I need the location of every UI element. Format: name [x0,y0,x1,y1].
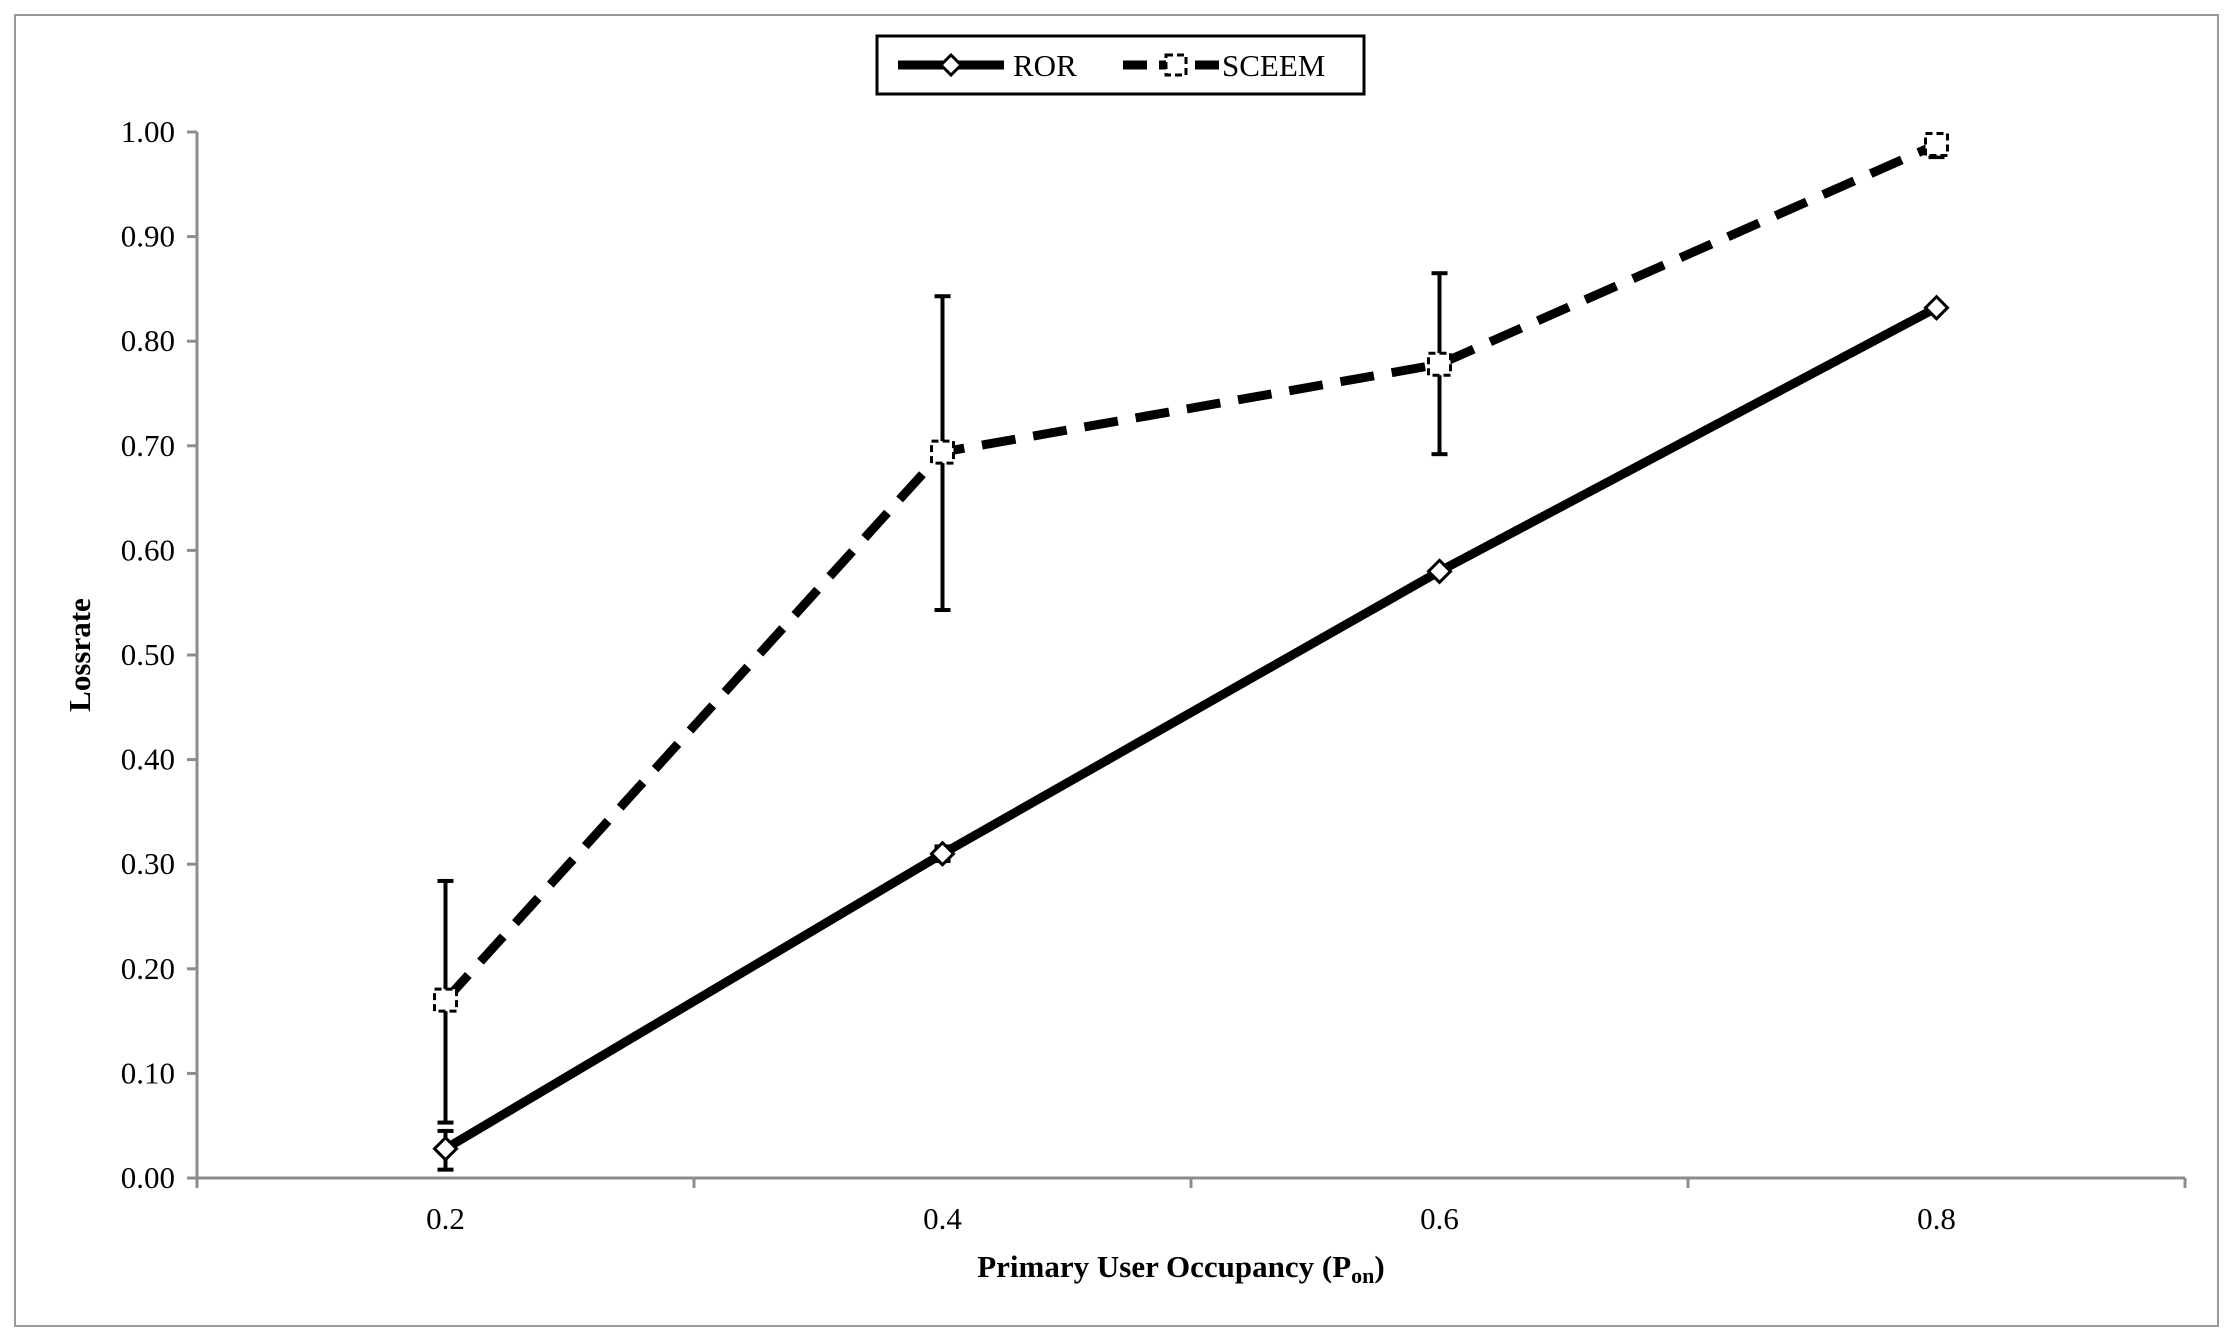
y-tick-label: 0.20 [121,951,175,986]
y-tick-label: 0.80 [121,323,175,358]
y-tick-label: 1.00 [121,114,175,149]
x-tick-label: 0.4 [923,1201,962,1236]
y-tick-label: 0.10 [121,1055,175,1090]
x-tick-label: 0.2 [426,1201,465,1236]
marker-ror [1923,294,1950,321]
y-tick-label: 0.00 [121,1160,175,1195]
legend-marker-sceem [1164,53,1188,77]
x-axis-title-close: ) [1374,1249,1384,1284]
legend: ROR SCEEM [875,34,1366,96]
series-line-ror [443,303,1939,1153]
y-tick-label: 0.50 [121,637,175,672]
x-tick-label: 0.8 [1917,1201,1956,1236]
axes: 0.00 0.10 0.20 0.30 0.40 0.50 0.60 0.70 0.80 0.90… [121,114,2187,1236]
series-markers [432,132,1950,1162]
marker-ror [929,840,956,867]
y-tick-label: 0.30 [121,846,175,881]
y-tick-label: 0.90 [121,219,175,254]
marker-sceem [1427,351,1452,377]
x-axis-title-sub: on [1351,1263,1374,1288]
y-tick-label: 0.70 [121,428,175,463]
marker-sceem [1924,132,1949,158]
marker-ror [432,1135,459,1162]
marker-sceem [930,439,955,465]
legend-label-sceem: SCEEM [1222,48,1325,83]
y-tick-label: 0.40 [121,742,175,777]
y-tick-label: 0.60 [121,532,175,567]
legend-marker-ror [938,52,964,78]
series-line-sceem [442,140,1939,1004]
series-lines [442,140,1939,1153]
marker-ror [1426,558,1453,585]
marker-sceem [433,987,458,1013]
y-axis-title: Lossrate [62,598,97,712]
x-axis-title: Primary User Occupancy (Pon) [977,1249,1385,1288]
legend-label-ror: ROR [1013,48,1077,83]
x-tick-label: 0.6 [1420,1201,1459,1236]
chart-frame [14,14,2219,1327]
x-axis-title-main: Primary User Occupancy (P [977,1249,1351,1284]
